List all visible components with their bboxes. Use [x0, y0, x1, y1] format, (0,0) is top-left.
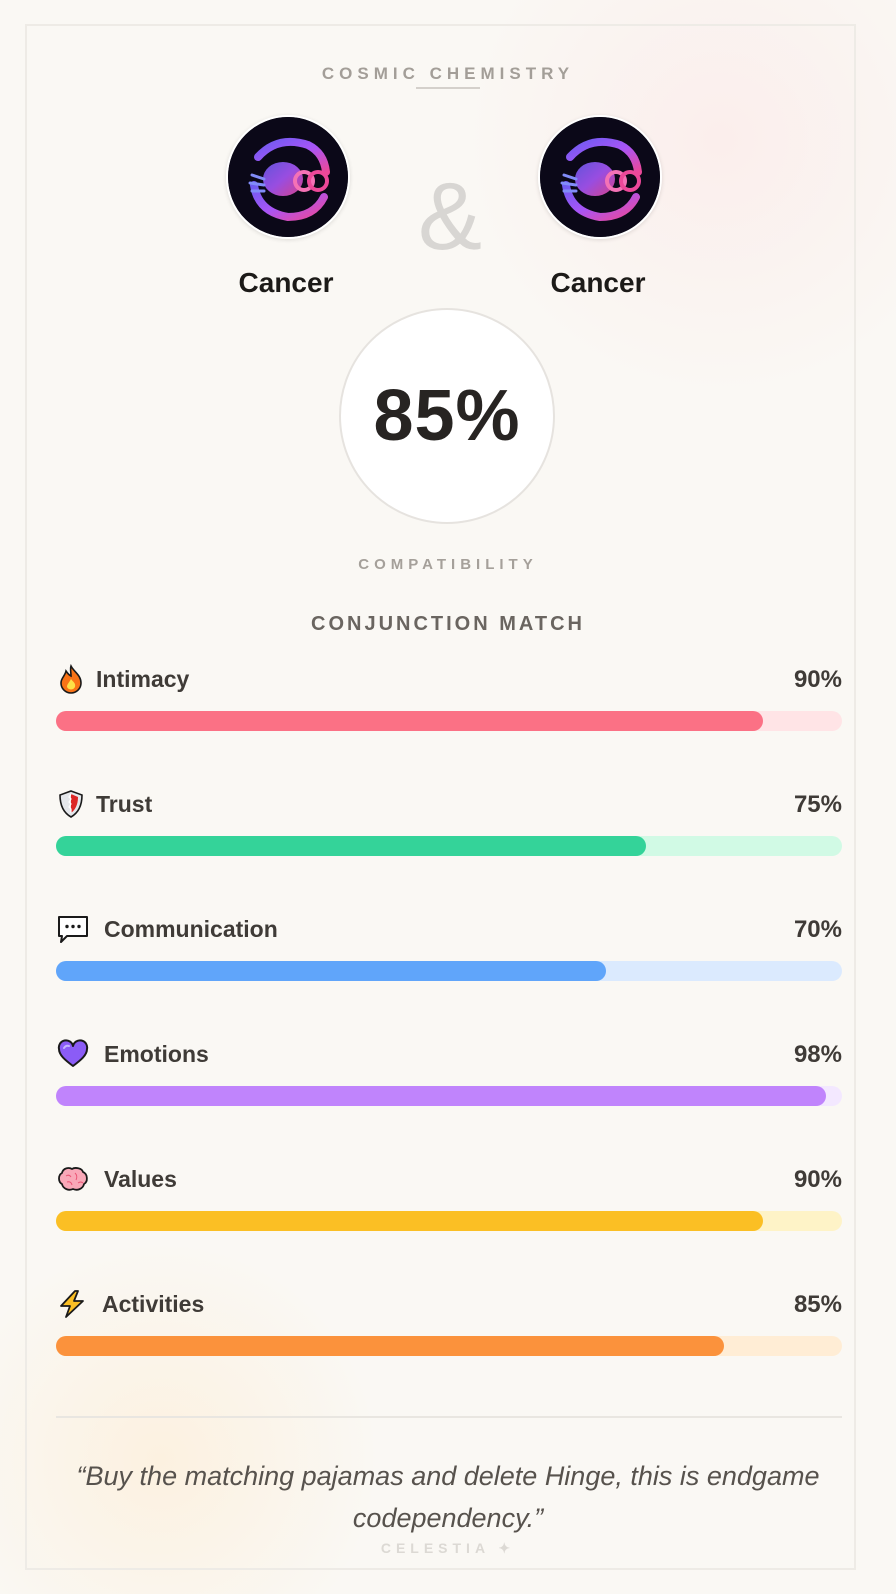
page-title: COSMIC CHEMISTRY: [321, 64, 575, 83]
progress-fill: [56, 1336, 725, 1356]
progress-track: [56, 961, 842, 981]
score-circle: 85%: [339, 308, 555, 524]
compatibility-card: [25, 24, 856, 1570]
divider: [56, 1416, 842, 1418]
metric-values: Values 90%: [56, 1164, 842, 1244]
metric-label: Emotions: [104, 1041, 209, 1067]
metric-label: Trust: [96, 791, 153, 817]
compatibility-score: 85%: [373, 376, 521, 456]
purple-heart-icon: [57, 1039, 89, 1067]
progress-track: [56, 1086, 842, 1106]
lightning-icon: [60, 1290, 84, 1318]
metric-value: 70%: [793, 916, 842, 943]
left-sign-avatar: [226, 115, 350, 239]
metric-emotions: Emotions 98%: [56, 1039, 842, 1119]
metric-label: Values: [104, 1166, 177, 1192]
right-sign-name: Cancer: [550, 267, 646, 298]
progress-fill: [56, 961, 607, 981]
progress-track: [56, 711, 842, 731]
brand-watermark: CELESTIA ✦: [380, 1540, 516, 1556]
section-title: CONJUNCTION MATCH: [311, 613, 585, 635]
progress-fill: [56, 1086, 827, 1106]
metric-intimacy: Intimacy 90%: [56, 664, 842, 744]
verdict-quote: “Buy the matching pajamas and delete Hin…: [76, 1461, 820, 1533]
progress-track: [56, 1211, 842, 1231]
compatibility-label: COMPATIBILITY: [358, 556, 538, 573]
speech-bubble-icon: [58, 916, 88, 943]
progress-fill: [56, 711, 764, 731]
progress-track: [56, 1336, 842, 1356]
metric-label: Intimacy: [96, 666, 190, 692]
fire-icon: [60, 664, 82, 694]
progress-fill: [56, 1211, 764, 1231]
title-underline: [416, 87, 480, 89]
metric-label: Communication: [104, 916, 278, 942]
metric-trust: Trust 75%: [56, 789, 842, 869]
left-sign-name: Cancer: [238, 267, 334, 298]
metric-value: 98%: [793, 1041, 842, 1068]
cancer-zodiac-icon: [228, 117, 348, 237]
shield-icon: [59, 790, 83, 818]
metric-value: 75%: [793, 791, 842, 818]
right-sign-avatar: [538, 115, 662, 239]
metric-value: 90%: [793, 666, 842, 693]
progress-fill: [56, 836, 646, 856]
cancer-zodiac-icon: [540, 117, 660, 237]
brain-icon: [58, 1167, 88, 1191]
metric-communication: Communication 70%: [56, 914, 842, 994]
progress-track: [56, 836, 842, 856]
metric-label: Activities: [102, 1291, 205, 1317]
ampersand: &: [417, 163, 483, 270]
metric-value: 85%: [793, 1291, 842, 1318]
metric-value: 90%: [793, 1166, 842, 1193]
metric-activities: Activities 85%: [56, 1289, 842, 1369]
